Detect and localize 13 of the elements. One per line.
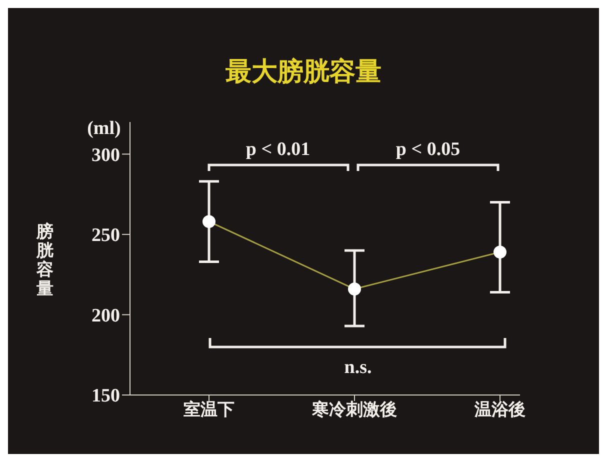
chart-title: 最大膀胱容量 (224, 56, 382, 89)
annotation: p < 0.01 (246, 139, 310, 160)
x-tick-label: 温浴後 (474, 400, 526, 420)
x-tick-label: 室温下 (184, 400, 234, 420)
y-tick-label: 250 (92, 225, 120, 246)
annotation: n.s. (344, 357, 372, 378)
x-tick-label: 寒冷刺激後 (311, 400, 397, 420)
y-tick-label: 200 (92, 305, 120, 326)
y-axis-title: 膀胱容量 (35, 222, 54, 299)
y-tick-label: 150 (92, 386, 120, 407)
y-tick-label: 300 (92, 144, 120, 166)
text: (ml) (87, 118, 121, 139)
annotation: p < 0.05 (396, 139, 460, 160)
